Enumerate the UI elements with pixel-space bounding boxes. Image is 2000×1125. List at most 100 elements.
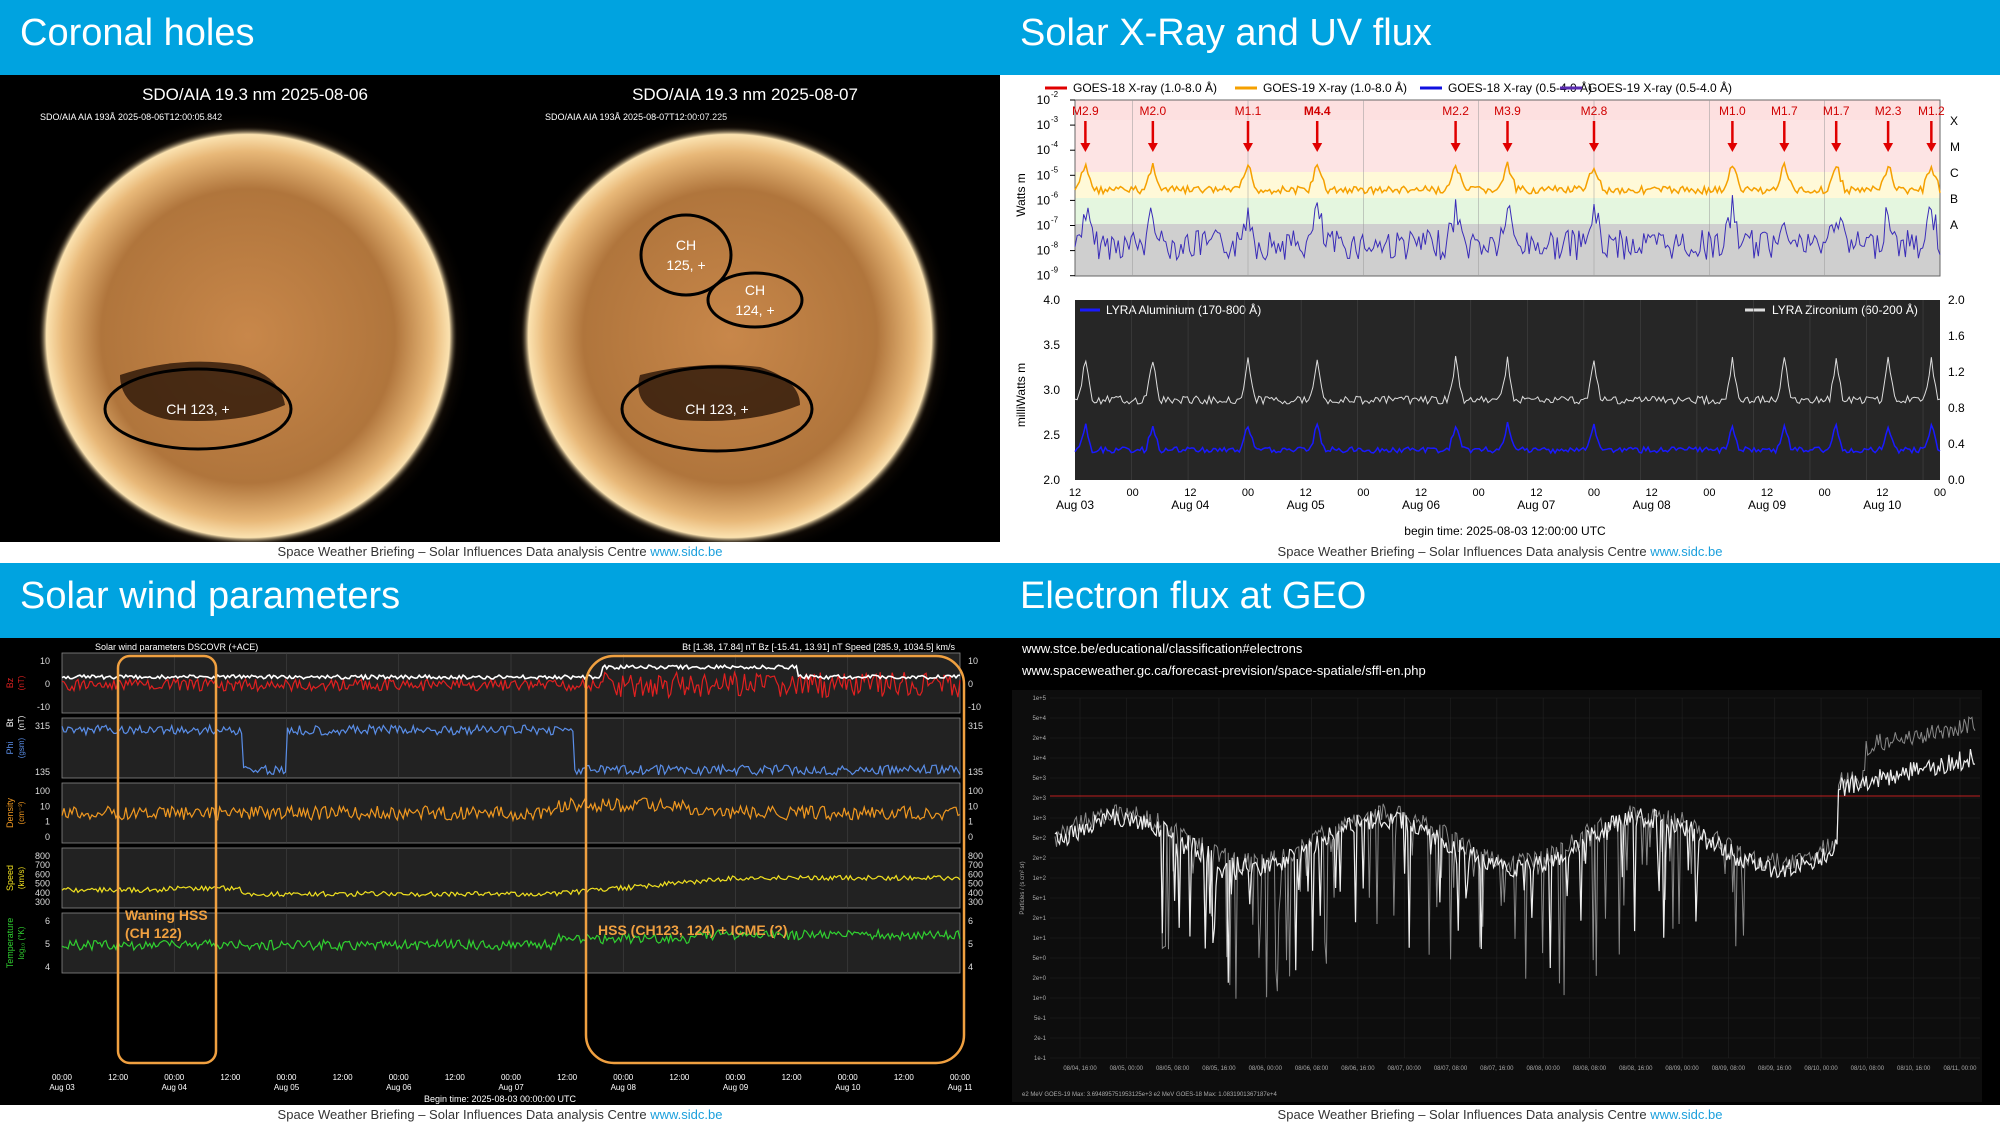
flare-arrow-head xyxy=(1727,143,1738,152)
xtick-hour: 12 xyxy=(1876,487,1888,499)
flare-label: M1.1 xyxy=(1235,104,1262,118)
panel-header: Electron flux at GEO xyxy=(1000,563,2000,638)
wind-xtick-day: Aug 07 xyxy=(498,1083,524,1092)
xtick-hour: 00 xyxy=(1242,487,1254,499)
wind-row-label: Speed xyxy=(5,865,15,891)
wind-row-label: Temperature xyxy=(5,918,15,969)
wind-series xyxy=(61,927,961,952)
wind-xtick-time: 12:00 xyxy=(108,1073,129,1082)
left-image-stamp: SDO/AIA AIA 193Å 2025-08-06T12:00:05.842 xyxy=(40,112,222,122)
solar-wind-panel: Solar wind parameters Solar wind paramet… xyxy=(0,563,1000,1125)
lyra-ytick-right: 1.6 xyxy=(1948,329,1965,343)
ytick-exponent: -2 xyxy=(1051,90,1059,99)
electron-legend: e2 MeV GOES-19 Max: 3.694895751953125e+3… xyxy=(1022,1092,1278,1098)
ytick-exponent: -9 xyxy=(1051,266,1059,275)
wind-xtick-day: Aug 09 xyxy=(723,1083,749,1092)
legend-entry: GOES-19 X-ray (0.5-4.0 Å) xyxy=(1588,80,1732,95)
panel-header: Solar X-Ray and UV flux xyxy=(1000,0,2000,75)
footer-link[interactable]: www.sidc.be xyxy=(650,1107,723,1122)
wind-row-label: Density xyxy=(5,797,15,828)
wind-ytick: 700 xyxy=(35,860,50,870)
electron-ytick: 1e+2 xyxy=(1032,876,1046,882)
xtick-hour: 12 xyxy=(1184,487,1196,499)
xtick-hour: 00 xyxy=(1588,487,1600,499)
xtick-day: Aug 04 xyxy=(1171,498,1209,512)
electron-xtick: 08/06, 08:00 xyxy=(1295,1066,1329,1072)
footer-link[interactable]: www.sidc.be xyxy=(650,544,723,559)
right-sun-disk xyxy=(520,126,940,542)
ytick-label: 10 xyxy=(1037,168,1051,182)
left-coronal-hole xyxy=(120,361,285,421)
footer-text: Space Weather Briefing – Solar Influence… xyxy=(277,544,651,559)
xtick-hour: 12 xyxy=(1069,487,1081,499)
xtick-hour: 00 xyxy=(1473,487,1485,499)
electron-xtick: 08/07, 08:00 xyxy=(1434,1066,1468,1072)
footer-text: Space Weather Briefing – Solar Influence… xyxy=(1277,544,1651,559)
flare-arrow-head xyxy=(1589,143,1599,152)
electron-ytick: 5e+1 xyxy=(1032,896,1046,902)
electron-url-2[interactable]: www.spaceweather.gc.ca/forecast-previsio… xyxy=(1021,663,1426,678)
wind-ytick-right: -10 xyxy=(968,702,981,712)
wind-ranges: Bt [1.38, 17.84] nT Bz [-15.41, 13.91] n… xyxy=(682,642,955,652)
lyra-ytick-left: 3.5 xyxy=(1043,338,1060,352)
lyra-al-legend: LYRA Aluminium (170-800 Å) xyxy=(1106,302,1261,317)
right-ch124-ellipse xyxy=(706,271,804,329)
panel-title: Solar wind parameters xyxy=(20,575,401,617)
electron-xtick: 08/08, 16:00 xyxy=(1619,1066,1653,1072)
coronal-holes-panel: Coronal holes SDO/AIA 19.3 nm 2025-08-06… xyxy=(0,0,1000,562)
legend-entry: GOES-19 X-ray (1.0-8.0 Å) xyxy=(1263,80,1407,95)
wind-ytick: 0 xyxy=(45,832,50,842)
electron-ytick: 5e+0 xyxy=(1032,956,1046,962)
panel-header: Coronal holes xyxy=(0,0,1000,75)
ytick-label: 10 xyxy=(1037,193,1051,207)
wind-ytick: 800 xyxy=(35,851,50,861)
wind-xtick-time: 12:00 xyxy=(445,1073,466,1082)
right-ch123-label: CH 123, + xyxy=(685,401,748,417)
wind-row-unit: (nT) xyxy=(17,675,26,690)
electron-xtick: 08/10, 00:00 xyxy=(1804,1066,1838,1072)
xtick-day: Aug 06 xyxy=(1402,498,1440,512)
xtick-day: Aug 08 xyxy=(1633,498,1671,512)
electron-ytick: 1e+1 xyxy=(1032,936,1046,942)
panel-title: Coronal holes xyxy=(20,12,255,54)
wind-xtick-day: Aug 11 xyxy=(948,1083,973,1092)
top-frame xyxy=(1074,99,1941,277)
xtick-day: Aug 09 xyxy=(1748,498,1786,512)
wind-bt-series xyxy=(61,663,961,681)
xtick-hour: 00 xyxy=(1934,487,1946,499)
wind-row-label: Phi xyxy=(5,741,15,754)
flare-class-label: X xyxy=(1950,114,1958,128)
right-image-title: SDO/AIA 19.3 nm 2025-08-07 xyxy=(632,85,858,104)
footer-text: Space Weather Briefing – Solar Influence… xyxy=(1277,1107,1651,1122)
flare-label: M1.7 xyxy=(1771,104,1798,118)
wind-xtick-day: Aug 10 xyxy=(835,1083,861,1092)
lyra-ytick-left: 3.0 xyxy=(1043,383,1060,397)
legend-entry: GOES-18 X-ray (0.5-4.0 Å) xyxy=(1448,80,1592,95)
wind-ytick-right: 300 xyxy=(968,897,983,907)
wind-plot-title: Solar wind parameters DSCOVR (+ACE) xyxy=(95,642,258,652)
flare-arrow-head xyxy=(1243,143,1253,152)
wind-ytick: 135 xyxy=(35,767,50,777)
wind-ytick: 315 xyxy=(35,721,50,731)
right-ch124-label-a: CH xyxy=(745,282,765,298)
footer-link[interactable]: www.sidc.be xyxy=(1650,1107,1723,1122)
electron-url-1[interactable]: www.stce.be/educational/classification#e… xyxy=(1021,641,1303,656)
flare-arrow-head xyxy=(1831,143,1842,152)
xtick-hour: 12 xyxy=(1300,487,1312,499)
wind-ytick: 10 xyxy=(40,656,50,666)
wind-ytick: 4 xyxy=(45,962,50,972)
wind-row-unit: (km/s) xyxy=(17,867,26,890)
wind-ytick-right: 0 xyxy=(968,679,973,689)
flare-label: M4.4 xyxy=(1304,104,1331,118)
flare-arrow-head xyxy=(1450,143,1461,152)
electron-xtick: 08/09, 00:00 xyxy=(1665,1066,1699,1072)
footer-link[interactable]: www.sidc.be xyxy=(1650,544,1723,559)
flare-class-label: B xyxy=(1950,192,1958,206)
wind-ytick-right: 4 xyxy=(968,962,973,972)
wind-ytick-right: 700 xyxy=(968,860,983,870)
electron-ytick: 2e+3 xyxy=(1032,796,1046,802)
electron-xtick: 08/11, 00:00 xyxy=(1944,1066,1978,1072)
xtick-hour: 00 xyxy=(1357,487,1369,499)
wind-ytick-right: 600 xyxy=(968,869,983,879)
electron-xtick: 08/07, 00:00 xyxy=(1388,1066,1422,1072)
